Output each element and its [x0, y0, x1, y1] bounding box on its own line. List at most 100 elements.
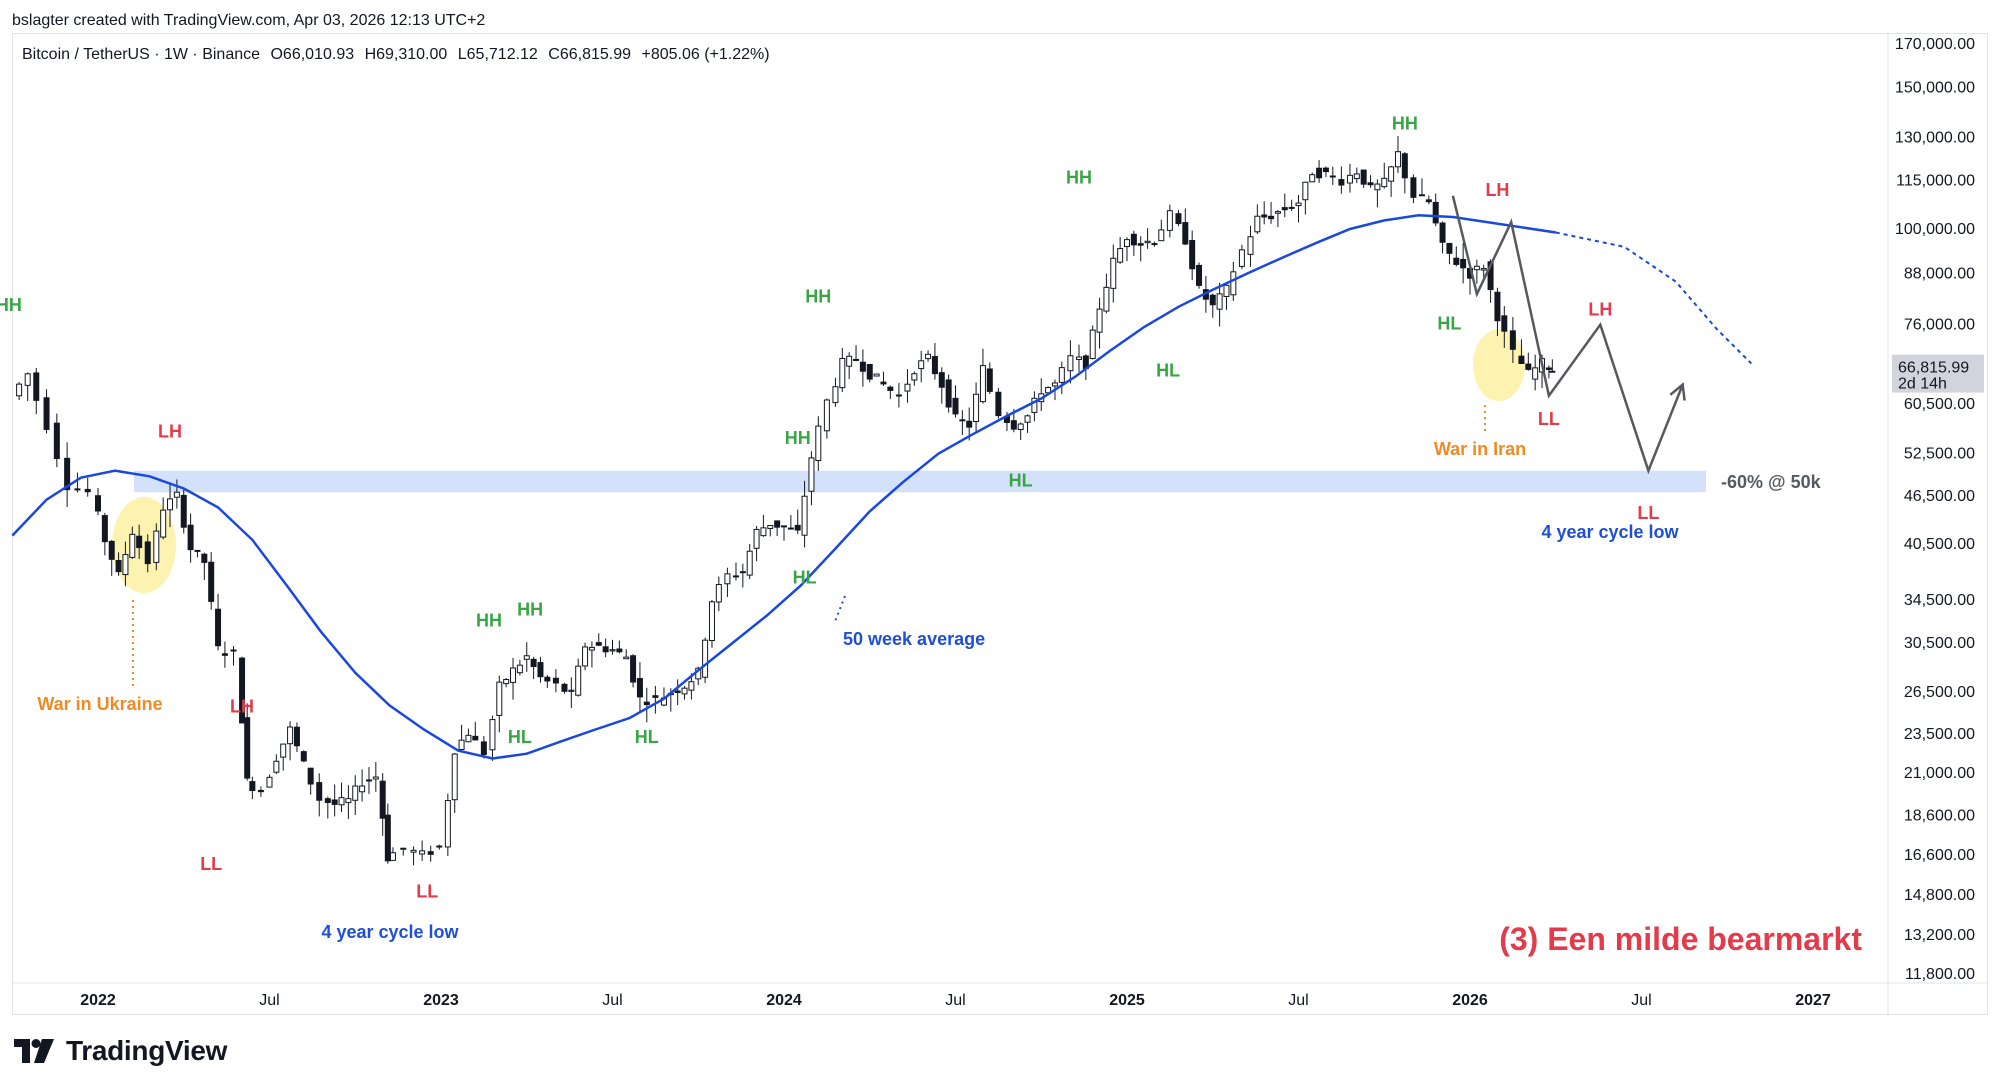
- candle-body: [331, 799, 338, 805]
- candle-body: [1480, 268, 1487, 271]
- candle-body: [966, 420, 973, 428]
- candle-body: [239, 657, 246, 724]
- swing-label: HL: [508, 727, 532, 747]
- war-iran-label: War in Iran: [1434, 439, 1526, 459]
- candle-body: [1367, 182, 1374, 186]
- candle-body: [552, 677, 559, 684]
- time-tick-label: Jul: [602, 992, 622, 1009]
- price-tick-label: 100,000.00: [1895, 221, 1975, 238]
- candle-body: [708, 601, 715, 642]
- time-tick-label: 2026: [1452, 992, 1488, 1009]
- candle-body: [115, 559, 122, 573]
- candle-body: [846, 355, 853, 367]
- candle-body: [249, 781, 256, 792]
- candle-body: [630, 655, 637, 683]
- candle-body: [688, 681, 695, 691]
- price-tick-label: 14,800.00: [1904, 887, 1975, 904]
- candle-body: [215, 608, 222, 647]
- tradingview-logo[interactable]: TradingView: [14, 1035, 227, 1067]
- candle-body: [273, 760, 280, 773]
- candle-body: [674, 690, 681, 694]
- candle-body: [307, 767, 314, 785]
- price-tick-label: 13,200.00: [1904, 927, 1975, 944]
- candle-body: [101, 515, 108, 543]
- candle-body: [895, 394, 902, 397]
- candle-body: [244, 717, 251, 779]
- candle-body: [753, 528, 760, 549]
- candle-body: [1532, 367, 1539, 380]
- candle-body: [324, 798, 331, 803]
- cycle-low-2026-label: 4 year cycle low: [1541, 522, 1679, 542]
- candle-body: [1374, 183, 1381, 191]
- candle-body: [880, 381, 887, 385]
- swing-label: HH: [785, 428, 811, 448]
- candle-body: [931, 356, 938, 375]
- candle-body: [609, 649, 616, 652]
- candle-body: [316, 782, 323, 801]
- candle-body: [979, 365, 986, 403]
- swing-label: HL: [793, 567, 817, 587]
- candle-body: [400, 847, 407, 850]
- candle-body: [338, 797, 345, 806]
- swing-label: LL: [1538, 409, 1560, 429]
- ma-50-week-line: [11, 214, 1556, 760]
- swing-label: HH: [1066, 167, 1092, 187]
- candle-body: [1518, 355, 1525, 365]
- candle-body: [866, 364, 873, 380]
- swing-label: HL: [635, 727, 659, 747]
- price-tick-label: 11,800.00: [1905, 966, 1975, 983]
- time-tick-label: Jul: [259, 992, 279, 1009]
- ma-label-connector: [833, 595, 846, 625]
- price-tick-label: 130,000.00: [1895, 130, 1975, 147]
- candle-body: [1182, 222, 1189, 245]
- candle-body: [496, 681, 503, 716]
- candle-body: [1329, 175, 1336, 178]
- candle-body: [1254, 215, 1261, 233]
- candle-body: [451, 753, 458, 801]
- legend-open: O66,010.93: [270, 46, 355, 63]
- price-tick-label: 52,500.00: [1904, 446, 1975, 463]
- candle-body: [1175, 213, 1182, 225]
- time-tick-label: Jul: [1288, 992, 1308, 1009]
- candle-body: [427, 851, 434, 855]
- swing-label: HH: [805, 286, 831, 306]
- countdown-label: 2d 14h: [1898, 376, 1947, 393]
- candle-body: [384, 814, 391, 862]
- candle-body: [1058, 367, 1065, 383]
- candle-body: [1460, 258, 1467, 269]
- candle-body: [774, 520, 781, 528]
- price-tick-label: 21,000.00: [1904, 765, 1975, 782]
- candle-body: [1274, 211, 1281, 214]
- swing-label: HH: [0, 295, 22, 315]
- candle-body: [365, 779, 372, 782]
- cycle-low-2022-label: 4 year cycle low: [321, 922, 459, 942]
- candle-body: [945, 379, 952, 408]
- candle-body: [1196, 264, 1203, 286]
- current-price-badge: [1892, 354, 1984, 393]
- iran-highlight-circle: [1473, 329, 1525, 401]
- ma-projection-dotted: [1555, 231, 1753, 365]
- legend-symbol[interactable]: Bitcoin / TetherUS · 1W · Binance: [22, 46, 261, 63]
- support-zone-band: [134, 470, 1706, 493]
- swing-label: HL: [1437, 313, 1461, 333]
- time-tick-label: 2027: [1795, 992, 1831, 1009]
- price-tick-label: 170,000.00: [1895, 36, 1975, 53]
- candle-body: [561, 683, 568, 692]
- candle-body: [444, 800, 451, 848]
- candle-body: [129, 533, 136, 558]
- candle-body: [1316, 167, 1323, 179]
- candle-body: [153, 530, 160, 563]
- price-tick-label: 60,500.00: [1904, 396, 1975, 413]
- candle-body: [352, 785, 359, 801]
- swing-label: LL: [200, 854, 222, 874]
- candle-body: [1545, 367, 1552, 370]
- candle-body: [938, 372, 945, 388]
- candle-body: [1010, 420, 1017, 430]
- candle-body: [794, 524, 801, 531]
- candle-body: [293, 726, 300, 747]
- candle-body: [681, 687, 688, 695]
- candle-body: [160, 509, 167, 538]
- candle-body: [568, 689, 575, 692]
- candle-body: [74, 488, 81, 491]
